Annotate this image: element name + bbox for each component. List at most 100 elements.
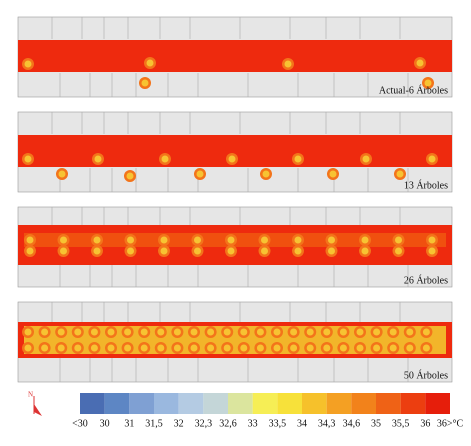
legend-swatch bbox=[351, 393, 376, 414]
tree bbox=[261, 247, 268, 255]
tree bbox=[26, 236, 34, 244]
tree bbox=[93, 236, 101, 244]
tree bbox=[173, 344, 181, 352]
tree bbox=[396, 170, 404, 178]
panels: Actual-6 Árboles 13 Árboles 26 Árboles 50 Á… bbox=[17, 16, 453, 383]
tree bbox=[107, 344, 115, 352]
panel-label: 13 Árboles bbox=[404, 179, 448, 191]
tree bbox=[328, 236, 335, 244]
tree bbox=[395, 236, 402, 244]
tree bbox=[24, 155, 32, 163]
tree bbox=[362, 155, 370, 163]
tree bbox=[24, 344, 32, 352]
tree bbox=[339, 344, 347, 352]
tree bbox=[41, 344, 49, 352]
street-cool bbox=[24, 326, 446, 354]
legend-swatch bbox=[277, 393, 302, 414]
legend-swatch bbox=[80, 393, 105, 414]
tree bbox=[306, 328, 314, 336]
panel: 26 Árboles bbox=[17, 206, 453, 288]
legend-label: <30 bbox=[72, 418, 88, 429]
tree bbox=[422, 344, 430, 352]
tree bbox=[173, 328, 181, 336]
panel-label: 26 Árboles bbox=[404, 274, 448, 286]
legend-swatch bbox=[302, 393, 327, 414]
tree bbox=[227, 247, 235, 255]
tree bbox=[240, 344, 248, 352]
legend-swatch bbox=[326, 393, 352, 414]
legend-label: 30 bbox=[100, 418, 110, 429]
legend-label: 34,6 bbox=[343, 418, 361, 429]
legend-label: 36>°C bbox=[437, 418, 464, 429]
legend-swatch bbox=[228, 393, 253, 414]
legend-swatch bbox=[129, 393, 154, 414]
tree bbox=[256, 344, 264, 352]
street-heat bbox=[18, 40, 452, 72]
tree bbox=[416, 59, 424, 67]
panel: 13 Árboles bbox=[17, 111, 453, 193]
tree bbox=[74, 328, 82, 336]
legend-label: 35,5 bbox=[392, 418, 410, 429]
tree bbox=[406, 328, 414, 336]
tree bbox=[41, 328, 49, 336]
legend-label: 34,3 bbox=[318, 418, 336, 429]
tree bbox=[161, 155, 169, 163]
tree bbox=[424, 79, 432, 87]
tree bbox=[356, 344, 364, 352]
tree bbox=[228, 155, 236, 163]
tree bbox=[194, 247, 201, 255]
tree bbox=[190, 328, 198, 336]
tree bbox=[373, 328, 381, 336]
tree bbox=[60, 247, 67, 255]
panel: Actual-6 Árboles bbox=[17, 16, 453, 98]
tree bbox=[157, 344, 165, 352]
tree bbox=[395, 247, 402, 255]
tree bbox=[262, 170, 270, 178]
legend-label: 33 bbox=[248, 418, 258, 429]
tree bbox=[57, 328, 65, 336]
north-mark: N bbox=[28, 391, 33, 399]
tree bbox=[127, 236, 134, 244]
tree bbox=[58, 170, 66, 178]
tree bbox=[157, 328, 165, 336]
tree bbox=[160, 247, 168, 255]
tree bbox=[339, 328, 347, 336]
tree bbox=[328, 247, 335, 255]
tree bbox=[141, 79, 149, 87]
panel-label: Actual-6 Árboles bbox=[379, 84, 448, 96]
tree bbox=[373, 344, 381, 352]
tree bbox=[146, 59, 154, 67]
tree bbox=[323, 328, 331, 336]
tree bbox=[140, 344, 148, 352]
tree bbox=[428, 236, 436, 244]
tree bbox=[273, 344, 281, 352]
legend-label: 32 bbox=[174, 418, 184, 429]
north-arrow: N bbox=[28, 391, 42, 416]
tree bbox=[207, 328, 215, 336]
tree bbox=[273, 328, 281, 336]
arrow-head bbox=[34, 404, 42, 416]
tree bbox=[94, 155, 102, 163]
legend-label: 31,5 bbox=[145, 418, 163, 429]
tree bbox=[190, 344, 198, 352]
legend-swatch bbox=[104, 393, 130, 414]
tree bbox=[361, 236, 369, 244]
tree bbox=[93, 247, 101, 255]
legend-swatch bbox=[425, 393, 450, 414]
tree bbox=[428, 247, 436, 255]
tree bbox=[57, 344, 65, 352]
tree bbox=[223, 344, 231, 352]
tree bbox=[24, 60, 32, 68]
tree bbox=[90, 344, 98, 352]
tree bbox=[323, 344, 331, 352]
tree bbox=[428, 155, 436, 163]
tree bbox=[261, 236, 268, 244]
tree bbox=[290, 344, 298, 352]
tree bbox=[294, 247, 302, 255]
legend-swatch bbox=[154, 393, 179, 414]
legend-label: 31 bbox=[124, 418, 134, 429]
tree bbox=[60, 236, 67, 244]
tree bbox=[160, 236, 168, 244]
legend-label: 36 bbox=[420, 418, 430, 429]
tree bbox=[74, 344, 82, 352]
